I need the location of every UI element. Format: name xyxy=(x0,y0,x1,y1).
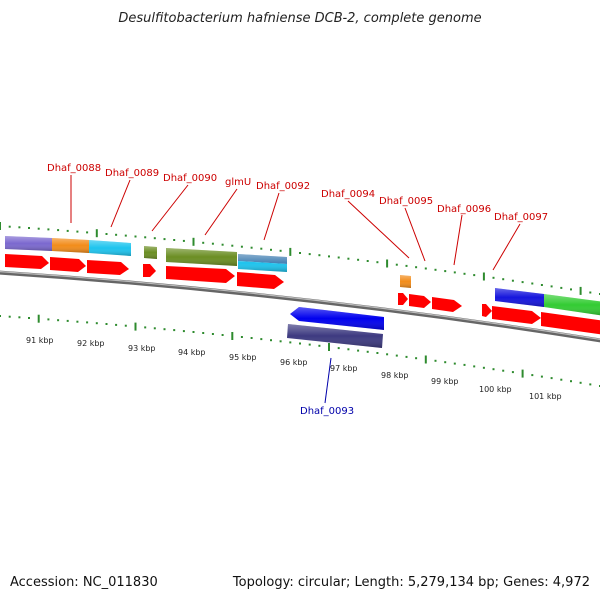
cds-arrow-glmu xyxy=(166,266,235,283)
gene-label-0088[interactable]: Dhaf_0088 xyxy=(47,163,101,174)
cds-arrow-0088 xyxy=(5,254,49,269)
leader-line-0097 xyxy=(492,223,521,271)
cds-arrow-0095 xyxy=(409,294,431,308)
gene-label-0096[interactable]: Dhaf_0096 xyxy=(437,204,491,215)
leader-line-0090 xyxy=(151,184,189,232)
cds-arrow-small xyxy=(143,264,156,277)
cds-arrow-0096-small xyxy=(482,304,492,317)
scale-label: 98 kbp xyxy=(381,371,409,380)
gene-label-0093[interactable]: Dhaf_0093 xyxy=(300,406,354,417)
inner-tick-row xyxy=(0,314,600,387)
reverse-feature-track xyxy=(287,307,384,348)
feature-bar-glmu-gloss xyxy=(166,248,237,266)
scale-label: 92 kbp xyxy=(77,339,105,348)
gene-label-0095[interactable]: Dhaf_0095 xyxy=(379,196,433,207)
feature-bar-0092-gloss xyxy=(238,254,287,272)
scale-label: 96 kbp xyxy=(280,358,308,367)
scale-label: 100 kbp xyxy=(479,385,512,394)
forward-cds-track xyxy=(5,254,600,335)
feature-bar-0090-gloss xyxy=(89,240,131,256)
feature-bar-small-gloss xyxy=(144,246,157,259)
scale-label: 101 kbp xyxy=(529,392,562,401)
gene-labels: Dhaf_0088 Dhaf_0089 Dhaf_0090 glmU Dhaf_… xyxy=(47,163,548,417)
cds-arrow-0092 xyxy=(237,272,284,289)
scale-label: 93 kbp xyxy=(128,344,156,353)
gene-label-glmu[interactable]: glmU xyxy=(225,177,251,188)
feature-bar-0097-gloss xyxy=(544,294,600,316)
feature-bar-0089-gloss xyxy=(52,238,89,253)
leader-line-0093 xyxy=(324,357,332,404)
scale-label: 97 kbp xyxy=(330,364,358,373)
feature-bar-0094-gloss xyxy=(400,275,411,288)
cds-arrow-0097 xyxy=(541,312,600,335)
topology-text: Topology: circular; Length: 5,279,134 bp… xyxy=(232,575,590,590)
gene-label-0092[interactable]: Dhaf_0092 xyxy=(256,181,310,192)
gene-label-0089[interactable]: Dhaf_0089 xyxy=(105,168,159,179)
leader-line-glmu xyxy=(204,188,238,236)
gene-label-0097[interactable]: Dhaf_0097 xyxy=(494,212,548,223)
cds-arrow-0096 xyxy=(492,306,541,324)
feature-bar-0093-gloss xyxy=(287,324,383,348)
feature-bar-0088-gloss xyxy=(5,236,52,251)
scale-label: 95 kbp xyxy=(229,353,257,362)
accession-text: Accession: NC_011830 xyxy=(10,575,158,590)
leader-line-0094 xyxy=(347,200,410,259)
genome-backbone xyxy=(0,270,600,343)
forward-feature-track xyxy=(5,236,600,316)
map-title: Desulfitobacterium hafniense DCB-2, comp… xyxy=(118,11,481,26)
gene-label-0090[interactable]: Dhaf_0090 xyxy=(163,173,217,184)
genome-backbone-highlight xyxy=(0,271,600,341)
leader-line-0095 xyxy=(404,207,426,262)
outer-tick-row xyxy=(0,222,600,295)
leader-line-0096 xyxy=(453,214,463,266)
cds-arrow-0094 xyxy=(398,293,408,305)
scale-labels: 91 kbp 92 kbp 93 kbp 94 kbp 95 kbp 96 kb… xyxy=(26,336,562,401)
feature-bar-0096-gloss xyxy=(495,288,544,307)
gene-label-0094[interactable]: Dhaf_0094 xyxy=(321,189,375,200)
leader-line-0092 xyxy=(263,192,280,241)
cds-arrow-0089 xyxy=(50,257,86,272)
scale-label: 91 kbp xyxy=(26,336,54,345)
scale-label: 99 kbp xyxy=(431,377,459,386)
leader-line-0089 xyxy=(110,179,131,228)
scale-label: 94 kbp xyxy=(178,348,206,357)
cds-arrow-0093-gloss xyxy=(290,307,384,330)
cds-arrow-0090 xyxy=(87,260,129,275)
cds-arrow-0095b xyxy=(432,297,462,312)
